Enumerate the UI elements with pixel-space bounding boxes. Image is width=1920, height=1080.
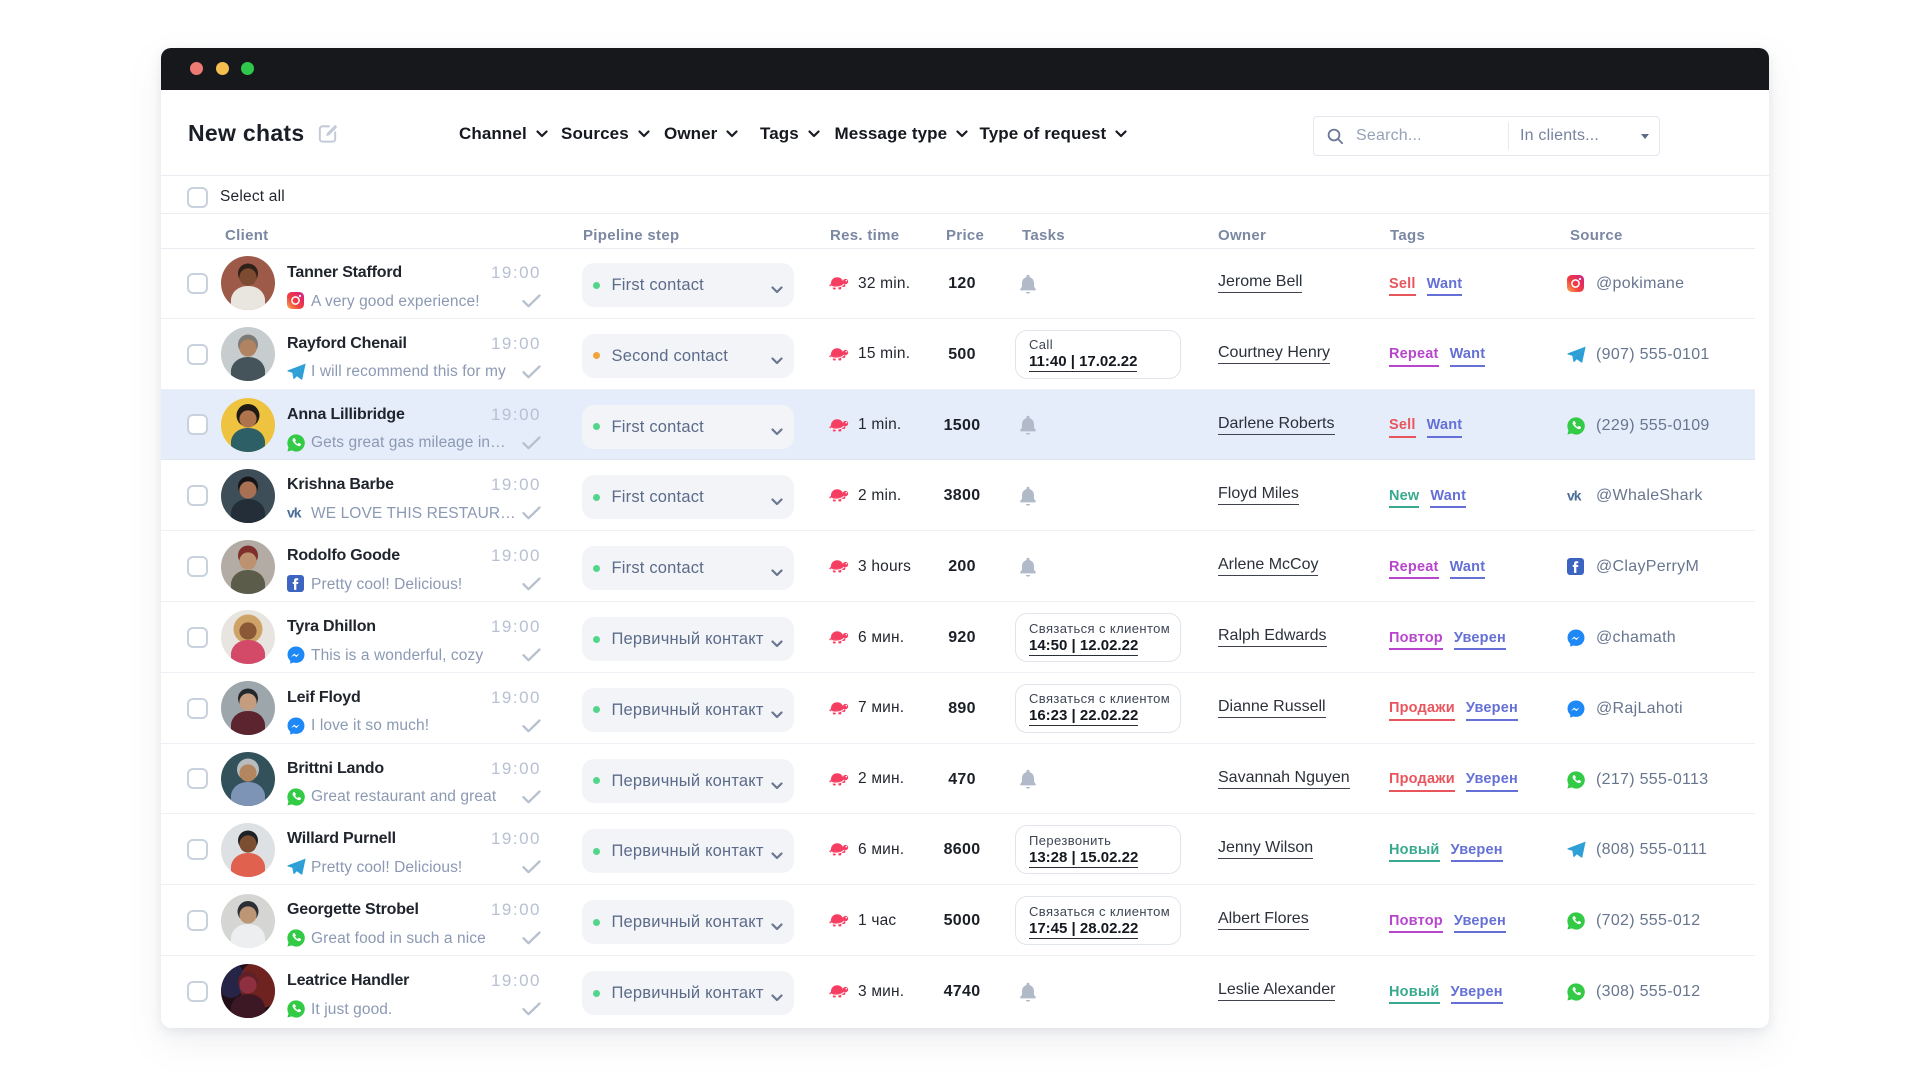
svg-text:vk: vk: [1567, 488, 1582, 504]
svg-text:vk: vk: [287, 505, 302, 521]
